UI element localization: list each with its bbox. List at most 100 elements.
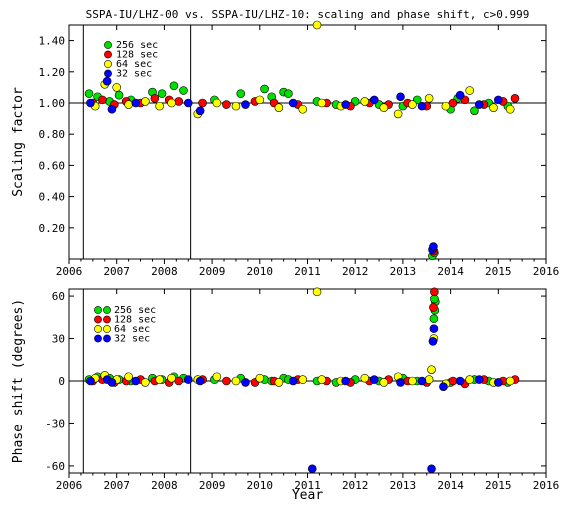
data-point <box>493 378 503 387</box>
legend-marker <box>94 325 102 333</box>
legend-marker <box>94 306 102 314</box>
x-tick-label: 2007 <box>103 479 130 492</box>
data-point <box>312 20 322 30</box>
data-point <box>429 324 439 333</box>
data-point <box>474 100 484 109</box>
phase-shift-panel: 2006 2007 2008 2009 2010 2011 2012 2013 2014 2015… <box>11 287 559 503</box>
data-point <box>505 104 515 114</box>
data-point <box>510 94 520 103</box>
data-point <box>424 375 434 384</box>
legend-label: 32 sec <box>114 334 150 345</box>
series-1 <box>88 287 520 389</box>
data-point <box>465 86 474 95</box>
data-point <box>298 104 308 114</box>
data-point <box>341 376 350 386</box>
data-point <box>429 314 439 324</box>
data-point <box>317 98 327 108</box>
data-point <box>198 98 207 108</box>
data-point <box>86 98 95 108</box>
y-tick-label: 1.00 <box>39 97 66 110</box>
data-point <box>102 76 112 86</box>
x-tick-label: 2011 <box>294 479 321 492</box>
data-point <box>428 337 438 346</box>
data-point <box>429 303 438 312</box>
data-point <box>141 97 150 106</box>
x-tick-label: 2016 <box>533 265 560 278</box>
legend-marker <box>94 315 102 324</box>
data-point <box>284 89 293 98</box>
data-point <box>369 375 379 384</box>
data-point <box>174 376 184 386</box>
x-tick-label: 2008 <box>151 265 178 278</box>
x-tick-label: 2009 <box>199 479 226 492</box>
legend-marker <box>104 60 112 68</box>
data-point <box>317 375 327 384</box>
data-point <box>131 98 141 108</box>
data-point <box>465 375 474 384</box>
data-point <box>107 378 117 387</box>
data-point <box>341 100 350 109</box>
scaling-factor-panel: SSPA-IU/LHZ-00 vs. SSPA-IU/LHZ-10: scali… <box>11 8 559 278</box>
y-tick-label: 60 <box>52 290 65 303</box>
data-point <box>455 90 465 100</box>
legend-marker-alt <box>103 306 111 314</box>
y-tick-label: 1.20 <box>39 66 66 79</box>
x-tick-label: 2006 <box>56 265 83 278</box>
data-point <box>474 375 484 384</box>
x-axis-label: Year <box>292 488 323 503</box>
data-point <box>124 372 133 382</box>
series-3 <box>86 76 503 254</box>
data-point <box>427 464 436 474</box>
y-tick-label: -60 <box>45 460 65 473</box>
y-tick-label: 30 <box>52 333 65 346</box>
data-point <box>155 375 164 384</box>
data-point <box>408 376 417 386</box>
data-point <box>167 98 176 108</box>
series-1 <box>88 94 520 256</box>
data-point <box>274 378 284 387</box>
data-point <box>408 100 417 109</box>
data-point <box>195 106 205 116</box>
data-point <box>441 101 451 111</box>
data-point <box>396 92 405 102</box>
chart-title: SSPA-IU/LHZ-00 vs. SSPA-IU/LHZ-10: scali… <box>86 8 530 21</box>
x-tick-label: 2010 <box>247 265 274 278</box>
legend-marker <box>94 334 102 343</box>
data-point <box>255 373 265 383</box>
x-tick-label: 2015 <box>485 265 512 278</box>
x-tick-label: 2007 <box>103 265 130 278</box>
y-tick-label: 0.40 <box>39 191 66 204</box>
x-tick-label: 2010 <box>247 479 274 492</box>
data-point <box>179 86 188 95</box>
data-point <box>448 98 458 108</box>
data-point <box>84 89 94 98</box>
legend-label: 64 sec <box>116 59 152 70</box>
data-point <box>312 287 322 297</box>
data-point <box>493 95 503 105</box>
legend-label: 128 sec <box>114 315 156 326</box>
data-point <box>307 464 317 474</box>
data-point <box>183 98 193 108</box>
data-point <box>455 376 465 386</box>
legend-marker <box>104 50 112 59</box>
data-point <box>112 83 121 92</box>
x-tick-label: 2009 <box>199 265 226 278</box>
data-point <box>231 101 241 111</box>
data-point <box>195 376 205 386</box>
y-tick-label: 0.60 <box>39 159 66 172</box>
x-tick-label: 2012 <box>342 265 369 278</box>
data-point <box>131 376 141 386</box>
data-point <box>107 104 117 114</box>
data-point <box>448 376 458 386</box>
data-point <box>379 103 389 112</box>
data-point <box>417 376 427 386</box>
data-point <box>86 376 95 386</box>
x-tick-label: 2006 <box>56 479 83 492</box>
legend-marker-alt <box>103 325 111 333</box>
data-point <box>360 97 370 106</box>
data-point <box>427 365 436 374</box>
data-point <box>222 376 231 386</box>
data-point <box>124 100 133 109</box>
legend-label: 64 sec <box>114 324 150 335</box>
